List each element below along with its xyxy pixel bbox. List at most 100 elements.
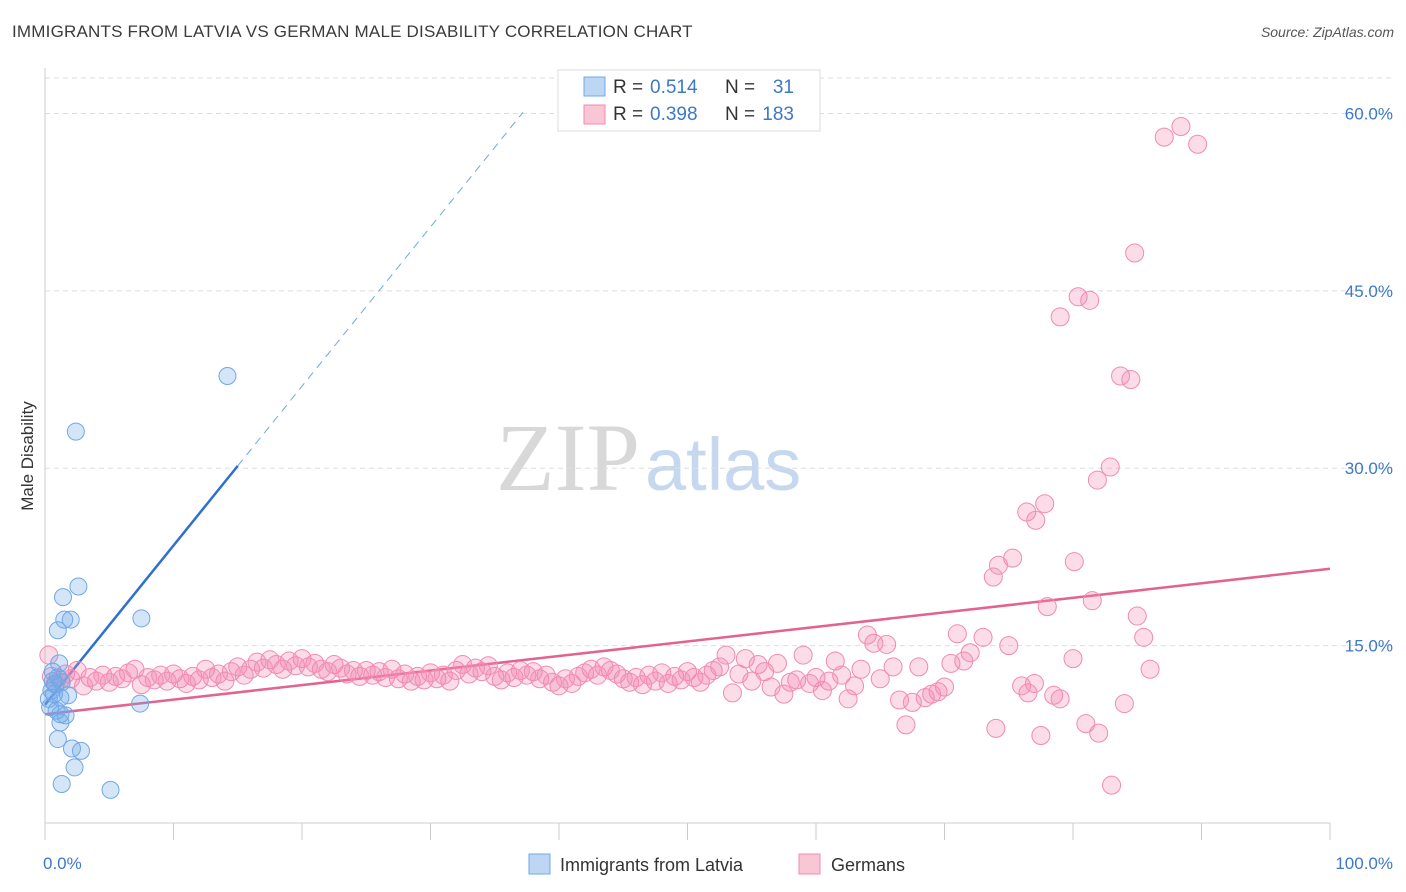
germans-trend-line	[44, 567, 1331, 716]
germans-point	[915, 688, 935, 708]
latvia-trend-line	[44, 465, 239, 706]
germans-point	[1111, 366, 1131, 386]
legend-n-value-germans: 183	[762, 104, 794, 125]
germans-point	[896, 715, 916, 735]
germans-point	[742, 671, 762, 691]
legend: R = 0.514 N = 31 R = 0.398 N = 183	[557, 69, 821, 132]
germans-point	[1171, 116, 1191, 136]
germans-point	[453, 655, 473, 675]
germans-point	[947, 624, 967, 644]
germans-point	[909, 657, 929, 677]
legend-swatch-latvia	[583, 76, 606, 97]
germans-point	[1076, 714, 1096, 734]
germans-point	[1140, 659, 1160, 679]
germans-point	[819, 671, 839, 691]
germans-point	[986, 718, 1006, 738]
germans-point	[793, 645, 813, 665]
germans-point	[1082, 591, 1102, 611]
germans-point	[1121, 370, 1141, 390]
germans-point	[1035, 494, 1055, 514]
germans-point	[530, 669, 550, 689]
germans-point	[973, 627, 993, 647]
germans-point	[478, 656, 498, 676]
germans-point	[1050, 689, 1070, 709]
y-tick-labels: 15.0% 30.0% 45.0% 60.0%	[1345, 104, 1393, 655]
germans-point	[870, 669, 890, 689]
germans-point	[999, 636, 1019, 656]
germans-point	[440, 671, 460, 691]
germans-point	[119, 663, 139, 683]
source-label: Source: ZipAtlas.com	[1260, 24, 1394, 40]
latvia-point	[65, 758, 84, 777]
legend-r-value-germans: 0.398	[650, 104, 698, 125]
x-tick-labels: 0.0% 100.0%	[43, 854, 1393, 873]
germans-point	[1188, 134, 1208, 154]
germans-point	[690, 672, 710, 692]
germans-point	[787, 670, 807, 690]
latvia-point	[52, 774, 71, 793]
legend-n-label-latvia: N =	[725, 77, 755, 98]
germans-point	[1154, 127, 1174, 147]
germans-point	[1125, 243, 1145, 263]
germans-point	[1063, 649, 1083, 669]
y-tick-label: 30.0%	[1345, 459, 1393, 478]
germans-point	[1024, 673, 1044, 693]
y-tick-label: 45.0%	[1345, 282, 1393, 301]
axes	[44, 68, 1331, 840]
y-tick-label: 15.0%	[1345, 637, 1393, 656]
germans-point	[1037, 597, 1057, 617]
latvia-point	[53, 588, 72, 607]
series-latvia	[39, 367, 237, 799]
series-germans	[39, 116, 1208, 795]
germans-point	[1089, 723, 1109, 743]
germans-point	[318, 662, 338, 682]
germans-point	[543, 672, 563, 692]
germans-point	[1087, 470, 1107, 490]
legend-swatch-germans	[583, 104, 606, 125]
germans-point	[658, 673, 678, 693]
germans-point	[935, 677, 954, 697]
germans-point	[1018, 683, 1038, 703]
germans-point	[767, 653, 787, 673]
germans-point	[1114, 694, 1134, 714]
y-tick-label: 60.0%	[1345, 104, 1393, 123]
germans-point	[851, 659, 871, 679]
x-tick-label-start: 0.0%	[43, 854, 82, 873]
latvia-point	[51, 705, 70, 724]
germans-point	[845, 676, 865, 696]
germans-point	[883, 657, 903, 677]
germans-point	[983, 567, 1003, 587]
latvia-point	[101, 780, 120, 799]
germans-point	[832, 665, 852, 685]
latvia-point	[48, 621, 67, 640]
germans-point	[523, 662, 543, 682]
latvia-point	[71, 741, 90, 760]
latvia-point	[132, 609, 151, 628]
bottom-legend-label-latvia: Immigrants from Latvia	[560, 855, 744, 875]
germans-point	[1044, 685, 1064, 705]
germans-point	[485, 666, 505, 686]
grid	[45, 77, 1395, 647]
germans-point	[1102, 775, 1122, 795]
germans-point	[382, 659, 402, 679]
germans-point	[1003, 548, 1023, 568]
latvia-point	[69, 577, 88, 596]
latvia-point	[43, 662, 62, 681]
germans-point	[1031, 725, 1051, 745]
latvia-point	[55, 610, 74, 629]
germans-point	[215, 671, 235, 691]
legend-n-value-latvia: 31	[773, 77, 794, 98]
germans-point	[1026, 510, 1046, 530]
germans-point	[774, 684, 794, 704]
germans-point	[1100, 457, 1120, 477]
bottom-legend: Immigrants from Latvia Germans	[528, 853, 905, 875]
germans-point	[1064, 552, 1084, 572]
latvia-point	[43, 672, 62, 691]
germans-point	[825, 651, 845, 671]
germans-point	[517, 665, 537, 685]
watermark: ZIP atlas	[496, 404, 801, 511]
germans-point	[1068, 287, 1088, 307]
watermark-zip: ZIP	[496, 404, 640, 511]
bottom-legend-swatch-latvia	[528, 853, 551, 875]
